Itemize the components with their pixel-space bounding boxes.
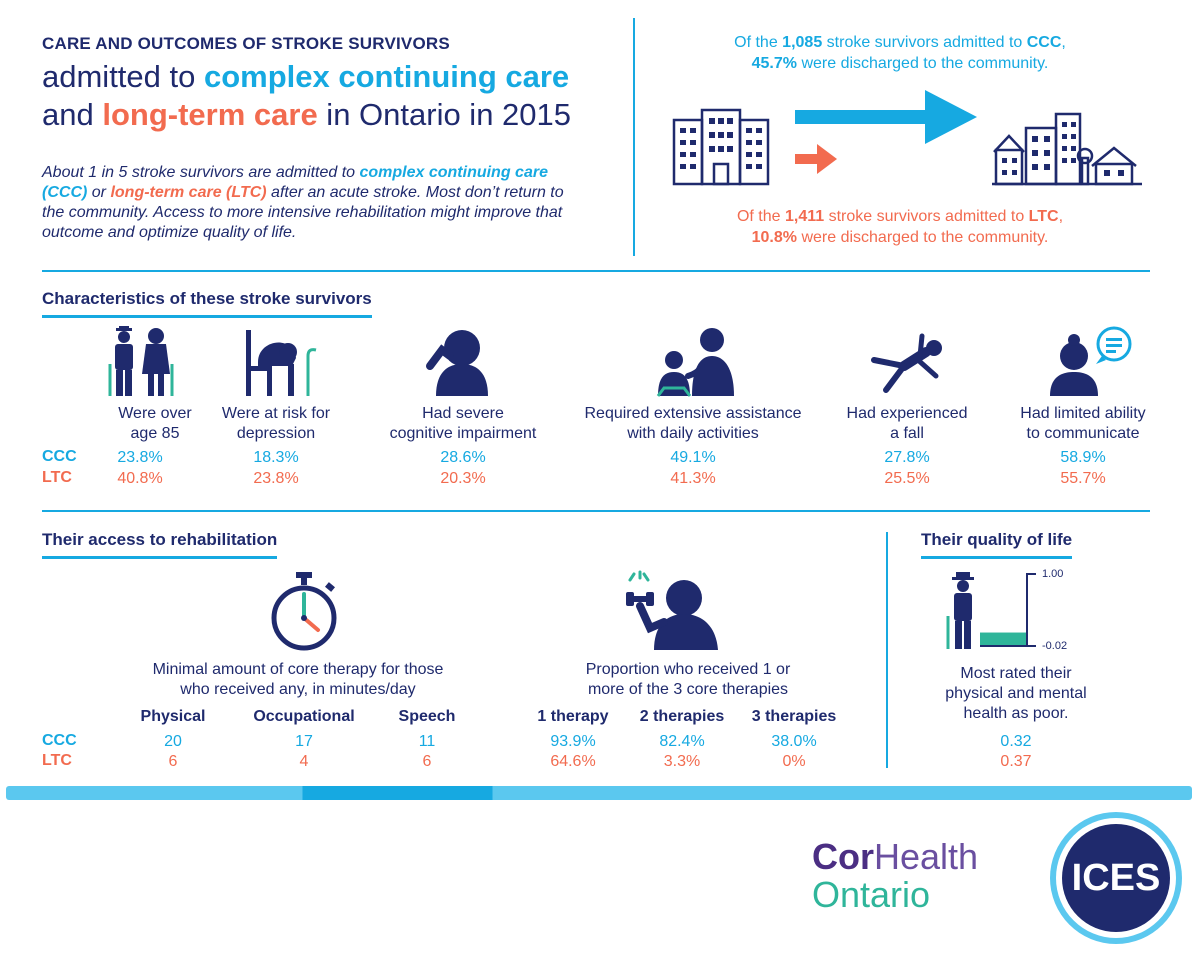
title-line-1: admitted to complex continuing care [42,59,570,94]
rehab-ccc-2-therapies: 82.4% [659,733,705,750]
quality-scale-max: 1.00 [1042,568,1064,580]
col-1-therapy: 1 therapy [537,708,609,725]
rehab-ccc-speech: 11 [418,733,436,750]
char-ccc-assistance: 49.1% [670,449,716,466]
char-row-ltc: LTC [42,469,72,486]
char-label-assistance: Required extensive assistance with daily … [584,405,802,442]
char-row-ccc: CCC [42,448,77,465]
intro-ltc: long-term care (LTC) [110,184,267,201]
char-ltc-depression: 23.8% [253,470,299,487]
char-ltc-fall: 25.5% [884,470,930,487]
depressed-person-icon [246,330,317,396]
char-label-age: Were over age 85 [118,405,192,442]
char-label-depression: Were at risk for depression [221,405,331,442]
char-ccc-age: 23.8% [117,449,163,466]
char-ccc-communicate: 58.9% [1060,449,1106,466]
rehab-ltc-1-therapy: 64.6% [550,753,596,770]
rehab-ltc-speech: 6 [422,753,432,770]
discharge-ccc-text: Of the 1,085 stroke survivors admitted t… [734,34,1066,72]
rehab-divider [886,532,888,768]
ccc-arrow-icon [795,90,977,144]
char-ccc-cognitive: 28.6% [440,449,486,466]
quality-heading: Their quality of life [921,530,1073,559]
char-ccc-fall: 27.8% [884,449,930,466]
header-kicker: CARE AND OUTCOMES OF STROKE SURVIVORS [42,34,450,53]
rehab-ccc-3-therapies: 38.0% [771,733,817,750]
quality-ccc: 0.32 [1000,733,1032,750]
discharge-ltc-text: Of the 1,411 stroke survivors admitted t… [736,208,1064,246]
title-line-2: and long-term care in Ontario in 2015 [42,97,572,132]
bottom-band [6,786,1192,800]
title-ltc: long-term care [102,97,318,132]
rehab-heading: Their access to rehabilitation [42,530,278,559]
col-speech: Speech [398,708,456,725]
col-2-therapies: 2 therapies [639,708,725,725]
ices-logo: ICES [1050,812,1182,944]
rehab-row-ccc: CCC [42,732,77,749]
char-ltc-assistance: 41.3% [670,470,716,487]
rehab-ltc-physical: 6 [168,753,178,770]
rehab-minutes-label: Minimal amount of core therapy for those… [152,661,444,698]
title-ccc: complex continuing care [203,59,570,94]
exercise-icon [626,570,718,650]
ltc-arrow-icon [795,144,837,174]
col-physical: Physical [140,708,206,725]
rehab-ltc-2-therapies: 3.3% [663,753,701,770]
char-ccc-depression: 18.3% [253,449,299,466]
characteristics-heading: Characteristics of these stroke survivor… [42,289,372,318]
col-occupational: Occupational [253,708,355,725]
rehab-ccc-physical: 20 [164,733,182,750]
rehab-row-ltc: LTC [42,752,72,769]
quality-label: Most rated their physical and mental healt… [945,665,1087,722]
stopwatch-icon [271,572,337,651]
quality-ltc: 0.37 [1000,753,1032,770]
corhealth-logo: CorHealth Ontario [812,836,979,915]
char-ltc-age: 40.8% [117,470,163,487]
elderly-couple-icon [108,326,174,396]
char-label-cognitive: Had severe cognitive impairment [389,405,537,442]
col-3-therapies: 3 therapies [751,708,837,725]
rehab-ltc-occupational: 4 [299,753,309,770]
hospital-building-icon [672,108,770,186]
rehab-ltc-3-therapies: 0% [782,753,806,770]
quality-scale-fill [980,632,1027,646]
communication-icon [1050,326,1132,396]
elderly-man-icon [946,572,974,649]
rehab-ccc-occupational: 17 [295,733,313,750]
section-divider-1 [42,270,1150,272]
quality-scale-min: -0.02 [1042,640,1068,652]
cognitive-impairment-icon [426,330,488,396]
rehab-ccc-1-therapy: 93.9% [550,733,596,750]
quality-scale [980,573,1036,647]
intro-ccc: complex continuing care (CCC) [42,164,548,201]
community-houses-icon [992,112,1142,186]
section-divider-2 [42,510,1150,512]
char-label-communicate: Had limited ability to communicate [1020,405,1146,442]
fall-icon [871,333,942,393]
char-ltc-cognitive: 20.3% [440,470,486,487]
char-ltc-communicate: 55.7% [1060,470,1106,487]
assistance-icon [656,328,734,397]
char-label-fall: Had experienced a fall [846,405,968,442]
page-title: admitted to complex continuing care and … [42,58,622,134]
intro-text: About 1 in 5 stroke survivors are admitt… [42,164,564,241]
header-divider [633,18,635,256]
rehab-proportion-label: Proportion who received 1 or more of the … [585,661,791,698]
